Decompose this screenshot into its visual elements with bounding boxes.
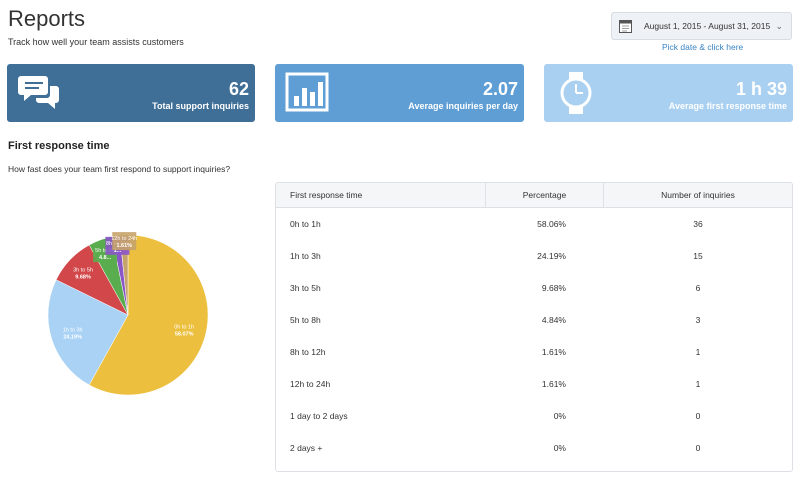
table-row: 12h to 24h 1.61% 1	[276, 368, 792, 400]
column-header[interactable]: First response time	[276, 183, 486, 207]
table-cell: 0	[695, 411, 701, 421]
table-cell: 4.84%	[541, 315, 566, 325]
section-subtitle: How fast does your team first respond to…	[8, 164, 231, 174]
stat-card-avg-response-time: 1 h 39 Average first response time	[544, 64, 793, 122]
response-time-table: First response time Percentage Number of…	[275, 182, 793, 472]
chat-bubbles-icon	[18, 76, 59, 109]
page-title: Reports	[8, 6, 86, 31]
table-row: 0h to 1h 58.06% 36	[276, 208, 792, 240]
date-picker-hint[interactable]: Pick date & click here	[662, 42, 744, 52]
pie-label-value: 4.8...	[99, 255, 112, 261]
pie-label-value: 1...	[114, 248, 122, 254]
pie-slice[interactable]	[47, 279, 129, 386]
pie-label-value: 1.61%	[116, 243, 132, 249]
table-row: 1 day to 2 days 0% 0	[276, 400, 792, 432]
section-title: First response time	[8, 140, 110, 152]
pie-label-category: 3h to 5h	[73, 267, 93, 273]
table-cell: 0%	[553, 411, 566, 421]
pie-slice[interactable]	[88, 234, 209, 396]
table-cell: 8h to 12h	[290, 347, 326, 357]
date-range-text: August 1, 2015 - August 31, 2015	[644, 21, 771, 31]
bar-chart-icon	[285, 72, 329, 112]
pie-label-value: 24.19%	[63, 334, 82, 340]
column-header[interactable]: Percentage	[486, 183, 604, 207]
stat-card-avg-per-day: 2.07 Average inquiries per day	[275, 64, 524, 122]
table-cell: 15	[693, 251, 703, 261]
table-cell: 0	[695, 443, 701, 453]
table-cell: 6	[695, 283, 701, 293]
table-cell: 5h to 8h	[290, 315, 321, 325]
table-cell: 3h to 5h	[290, 283, 321, 293]
column-header[interactable]: Number of inquiries	[661, 190, 735, 200]
table-cell: 36	[693, 219, 703, 229]
table-row: 2 days + 0% 0	[276, 432, 792, 464]
table-cell: 2 days +	[290, 443, 323, 453]
watch-icon	[560, 72, 592, 114]
pie-label-category: 12h to 24h	[111, 236, 137, 242]
table-row: 8h to 12h 1.61% 1	[276, 336, 792, 368]
stat-label: Average inquiries per day	[408, 101, 518, 111]
table-cell: 3	[695, 315, 701, 325]
calendar-icon	[619, 20, 632, 33]
stat-value: 62	[228, 79, 249, 99]
stat-card-total-inquiries: 62 Total support inquiries	[7, 64, 255, 122]
table-cell: 58.06%	[537, 219, 566, 229]
stat-value: 2.07	[482, 79, 518, 99]
table-cell: 0%	[553, 443, 566, 453]
date-range-picker[interactable]: August 1, 2015 - August 31, 2015 ⌄	[611, 12, 792, 40]
table-header: First response time Percentage Number of…	[276, 183, 792, 208]
table-row: 3h to 5h 9.68% 6	[276, 272, 792, 304]
table-cell: 1.61%	[541, 347, 566, 357]
table-cell: 24.19%	[537, 251, 566, 261]
pie-label: 3h to 5h9.68%	[71, 263, 96, 282]
table-cell: 1h to 3h	[290, 251, 321, 261]
stat-value: 1 h 39	[735, 79, 787, 99]
chevron-down-icon: ⌄	[775, 20, 783, 31]
pie-label-category: 1h to 3h	[63, 327, 83, 333]
stat-label: Total support inquiries	[152, 101, 249, 111]
table-row: 5h to 8h 4.84% 3	[276, 304, 792, 336]
table-cell: 0h to 1h	[290, 219, 321, 229]
pie-label-category: 5h to 8h	[95, 248, 115, 254]
stat-label: Average first response time	[668, 101, 787, 111]
table-cell: 9.68%	[541, 283, 566, 293]
table-cell: 1	[695, 379, 701, 389]
table-cell: 1	[695, 347, 701, 357]
table-cell: 12h to 24h	[290, 379, 331, 389]
table-body: 0h to 1h 58.06% 36 1h to 3h 24.19% 15 3h to 5h…	[276, 208, 792, 464]
table-cell: 1.61%	[541, 379, 566, 389]
table-cell: 1 day to 2 days	[290, 411, 348, 421]
table-row: 1h to 3h 24.19% 15	[276, 240, 792, 272]
page-subtitle: Track how well your team assists custome…	[8, 37, 184, 47]
pie-label-category: 0h to 1h	[174, 325, 194, 331]
pie-label-value: 9.68%	[75, 274, 91, 280]
pie-label-value: 58.07%	[175, 332, 194, 338]
